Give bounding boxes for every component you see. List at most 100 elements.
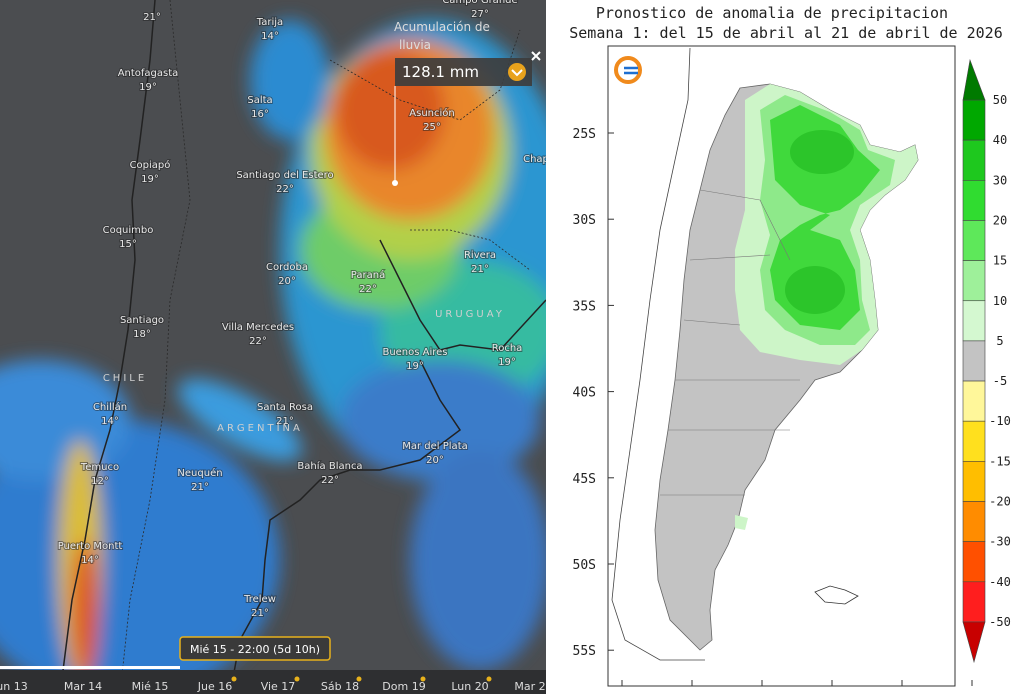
- timeline-day[interactable]: Mié 15: [132, 680, 169, 693]
- popup-expand[interactable]: [508, 63, 526, 81]
- timeline-day[interactable]: Dom 19: [382, 680, 425, 693]
- city-name: Chillán: [93, 401, 127, 413]
- latitude-label: 50S: [573, 558, 596, 573]
- borders: [119, 0, 531, 694]
- city-temp: 27°: [471, 9, 489, 20]
- city-name: Rivera: [464, 250, 496, 261]
- timeline-bar: [0, 670, 546, 694]
- city-temp: 20°: [278, 276, 296, 287]
- city-temp: 25°: [423, 122, 441, 133]
- city-temp: 22°: [321, 475, 339, 486]
- city-name: Santa Rosa: [257, 402, 313, 413]
- anomaly-5: [735, 515, 748, 530]
- layer-title: Acumulación de: [394, 20, 490, 34]
- city-temp: 21°: [143, 12, 161, 23]
- colorbar-label: 30: [993, 173, 1007, 187]
- colorbar-segment: [962, 581, 986, 623]
- falklands: [814, 585, 859, 605]
- city-temp: 21°: [276, 416, 294, 427]
- timeline-day[interactable]: Mar 2: [514, 680, 545, 693]
- pointer-dot: [392, 180, 398, 186]
- colorbar-segment: [962, 340, 986, 382]
- city-name: Puerto Montt: [58, 541, 123, 552]
- city-temp: 20°: [426, 455, 444, 466]
- chile-outline: [611, 47, 705, 661]
- region-label: ARGENTINA: [217, 423, 303, 434]
- timeline-day[interactable]: Sáb 18: [321, 680, 359, 693]
- close-button[interactable]: [531, 51, 541, 61]
- city-temp: 22°: [359, 284, 377, 295]
- colorbar-top: [962, 58, 986, 101]
- map-subtitle: Semana 1: del 15 de abril al 21 de abril…: [569, 24, 1002, 42]
- city-name: Santiago del Estero: [236, 170, 333, 181]
- latitude-label: 55S: [573, 644, 596, 659]
- city-name: Salta: [247, 95, 272, 106]
- colorbar-segment: [962, 380, 986, 422]
- city-temp: 21°: [251, 608, 269, 619]
- city-temp: 22°: [249, 336, 267, 347]
- city-name: Neuquén: [177, 467, 222, 479]
- colorbar-segment: [962, 180, 986, 221]
- colorbar-label: -40: [989, 575, 1011, 589]
- colorbar-label: -5: [993, 374, 1007, 388]
- chevron: [511, 69, 523, 77]
- colorbar-segment: [962, 139, 986, 181]
- colorbar-bottom: [962, 621, 986, 664]
- colorbar-segment: [962, 461, 986, 502]
- city-temp: 14°: [101, 416, 119, 427]
- latitude-label: 25S: [573, 127, 596, 142]
- colorbar-segment: [962, 260, 986, 302]
- colorbar-label: 20: [993, 213, 1007, 227]
- city-name: Villa Mercedes: [222, 322, 294, 333]
- city-name: Campo Grande: [442, 0, 517, 6]
- city-temp: 18°: [133, 329, 151, 340]
- city-temp: 19°: [498, 357, 516, 368]
- colorbar-label: -50: [989, 615, 1011, 629]
- day-dot: [231, 676, 237, 682]
- timeline-day[interactable]: Vie 17: [261, 680, 296, 693]
- timeline-day[interactable]: un 13: [0, 680, 28, 693]
- colorbar-segment: [962, 420, 986, 462]
- logo-waves: [624, 66, 638, 75]
- anomaly-30: [785, 266, 845, 314]
- timeline-day[interactable]: Jue 16: [197, 680, 232, 693]
- popup-value: 128.1 mm: [402, 63, 479, 81]
- colorbar-segment: [962, 501, 986, 542]
- city-temp: 19°: [406, 361, 424, 372]
- day-dot: [420, 676, 426, 682]
- timeline-progress: [0, 666, 180, 669]
- city-name: Paraná: [351, 269, 385, 281]
- city-name: Rocha: [492, 343, 523, 354]
- colorbar-label: 50: [993, 93, 1007, 107]
- city-name: Chap: [523, 154, 549, 165]
- colorbar-label: 5: [996, 334, 1003, 348]
- latitude-label: 30S: [573, 213, 596, 228]
- city-name: Copiapó: [130, 159, 171, 171]
- city-temp: 14°: [81, 555, 99, 566]
- colorbar-label: 10: [993, 294, 1007, 308]
- city-temp: 19°: [141, 174, 159, 185]
- colorbar-segment: [962, 541, 986, 583]
- logo: [614, 56, 642, 84]
- city-name: Buenos Aires: [382, 347, 447, 358]
- timeline-day[interactable]: Mar 14: [64, 680, 102, 693]
- city-name: Temuco: [80, 462, 119, 473]
- city-temp: 22°: [276, 184, 294, 195]
- timeline-day[interactable]: Lun 20: [451, 680, 488, 693]
- city-temp: 12°: [91, 476, 109, 487]
- colorbar-label: -20: [989, 495, 1011, 509]
- timeline-tooltip[interactable]: [179, 636, 331, 661]
- colorbar-segment: [962, 220, 986, 261]
- region-label: CHILE: [103, 373, 147, 384]
- tooltip-text: Mié 15 - 22:00 (5d 10h): [190, 643, 320, 656]
- city-temp: 15°: [119, 239, 137, 250]
- city-name: Tarija: [256, 17, 283, 28]
- city-temp: 14°: [261, 31, 279, 42]
- day-dot: [356, 676, 362, 682]
- colorbar-label: 15: [993, 254, 1007, 268]
- city-temp: 21°: [191, 482, 209, 493]
- latitude-label: 45S: [573, 472, 596, 487]
- anomaly-map: Pronostico de anomalia de precipitacion …: [569, 4, 1011, 687]
